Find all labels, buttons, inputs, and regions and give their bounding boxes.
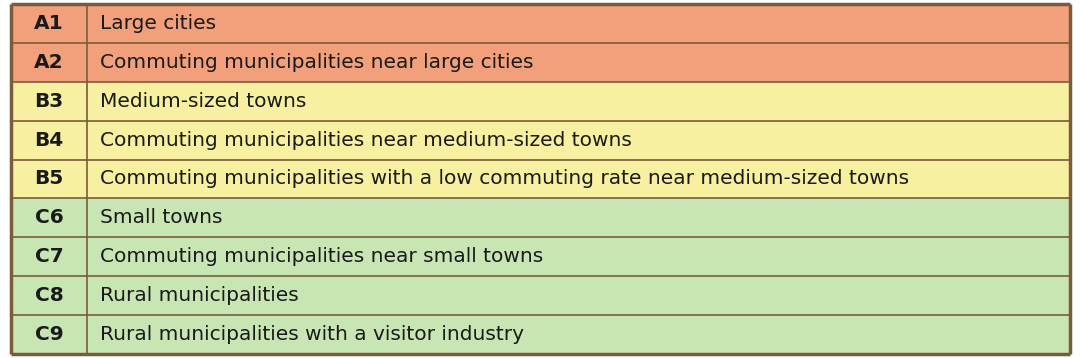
- Text: Rural municipalities with a visitor industry: Rural municipalities with a visitor indu…: [101, 325, 524, 344]
- Bar: [88, 4, 1070, 43]
- Bar: [11, 315, 88, 354]
- Text: Commuting municipalities near medium-sized towns: Commuting municipalities near medium-siz…: [101, 131, 632, 150]
- Text: Large cities: Large cities: [101, 14, 216, 33]
- Text: A1: A1: [35, 14, 64, 33]
- Bar: [11, 160, 88, 198]
- Text: Commuting municipalities near large cities: Commuting municipalities near large citi…: [101, 53, 534, 72]
- Bar: [88, 198, 1070, 237]
- Bar: [88, 315, 1070, 354]
- Bar: [11, 4, 88, 43]
- Text: C8: C8: [35, 286, 64, 305]
- Bar: [11, 82, 88, 121]
- Text: C9: C9: [35, 325, 64, 344]
- Bar: [88, 160, 1070, 198]
- Text: A2: A2: [35, 53, 64, 72]
- Text: B5: B5: [35, 169, 64, 189]
- Bar: [88, 237, 1070, 276]
- Bar: [88, 43, 1070, 82]
- Bar: [11, 43, 88, 82]
- Text: Commuting municipalities with a low commuting rate near medium-sized towns: Commuting municipalities with a low comm…: [101, 169, 909, 189]
- Text: Commuting municipalities near small towns: Commuting municipalities near small town…: [101, 247, 544, 266]
- Bar: [11, 121, 88, 160]
- Text: Medium-sized towns: Medium-sized towns: [101, 92, 306, 111]
- Bar: [88, 121, 1070, 160]
- Text: B3: B3: [35, 92, 64, 111]
- Text: Rural municipalities: Rural municipalities: [101, 286, 298, 305]
- Text: C7: C7: [35, 247, 64, 266]
- Text: Small towns: Small towns: [101, 208, 223, 227]
- Bar: [11, 198, 88, 237]
- Bar: [11, 276, 88, 315]
- Bar: [11, 237, 88, 276]
- Text: C6: C6: [35, 208, 64, 227]
- Bar: [88, 82, 1070, 121]
- Bar: [88, 276, 1070, 315]
- Text: B4: B4: [35, 131, 64, 150]
